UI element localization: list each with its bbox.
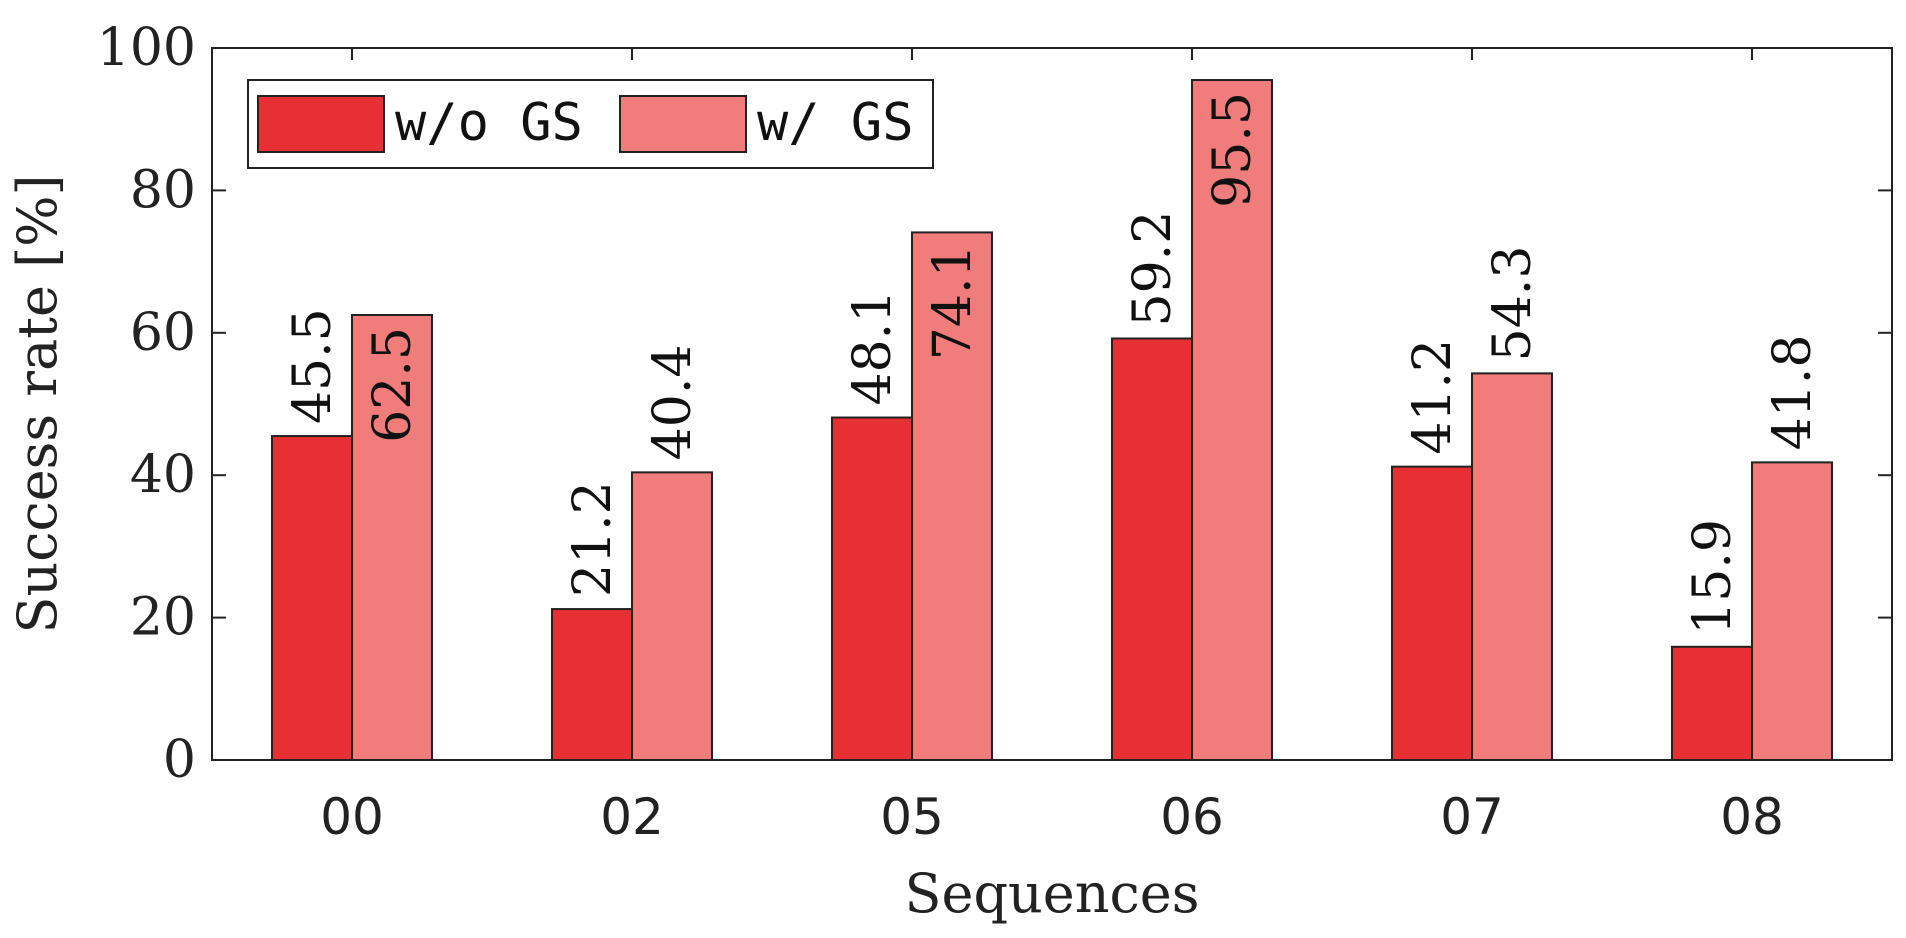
bar-with-gs-06 bbox=[1191, 79, 1273, 762]
y-tick-label: 0 bbox=[163, 730, 196, 790]
bar-without-gs-00 bbox=[271, 435, 353, 761]
bar-without-gs-06 bbox=[1111, 337, 1193, 761]
bar-value-label: 15.9 bbox=[1683, 519, 1743, 635]
bar-without-gs-05 bbox=[831, 416, 913, 761]
x-tick-label: 05 bbox=[880, 788, 944, 846]
bar-with-gs-02 bbox=[631, 471, 713, 761]
bar-value-label: 62.5 bbox=[363, 327, 423, 443]
bars-group bbox=[271, 79, 1833, 762]
y-tick-label: 40 bbox=[130, 445, 196, 505]
y-tick-label: 100 bbox=[97, 18, 196, 78]
bar-labels-group: 45.5 62.5 21.2 40.4 48.1 74.1 59.2 95.5 41.2 54.3… bbox=[283, 92, 1823, 635]
y-tick-label: 20 bbox=[130, 588, 196, 648]
x-tick-label: 08 bbox=[1720, 788, 1784, 846]
bar-with-gs-00 bbox=[351, 314, 433, 761]
bar-value-label: 45.5 bbox=[283, 308, 343, 424]
bar-value-label: 95.5 bbox=[1203, 92, 1263, 208]
bar-value-label: 40.4 bbox=[643, 345, 703, 461]
y-tick-label: 60 bbox=[130, 303, 196, 363]
x-tick-label: 02 bbox=[600, 788, 664, 846]
legend-swatch bbox=[619, 95, 747, 153]
bar-value-label: 54.3 bbox=[1483, 246, 1543, 362]
ticks-group: 00 02 05 06 07 08 0 20 40 60 80 100 bbox=[97, 18, 1892, 846]
x-axis-label: Sequences bbox=[905, 862, 1200, 925]
legend-entry-label: w/o GS bbox=[395, 93, 583, 153]
bar-with-gs-07 bbox=[1471, 372, 1553, 761]
bar-with-gs-08 bbox=[1751, 461, 1833, 761]
bar-value-label: 21.2 bbox=[563, 481, 623, 597]
y-axis-label: Success rate [%] bbox=[6, 174, 69, 633]
plot-frame bbox=[211, 47, 1893, 761]
bar-without-gs-08 bbox=[1671, 645, 1753, 761]
bar-value-label: 59.2 bbox=[1123, 211, 1183, 327]
x-tick-label: 00 bbox=[320, 788, 384, 846]
bar-with-gs-05 bbox=[911, 231, 993, 761]
x-tick-label: 06 bbox=[1160, 788, 1224, 846]
bar-value-label: 48.1 bbox=[843, 290, 903, 406]
bar-value-label: 41.8 bbox=[1763, 335, 1823, 451]
x-tick-label: 07 bbox=[1440, 788, 1504, 846]
bar-without-gs-07 bbox=[1391, 465, 1473, 761]
bar-value-label: 74.1 bbox=[923, 244, 983, 360]
legend-swatch bbox=[257, 95, 385, 153]
legend: w/o GS w/ GS bbox=[247, 79, 934, 169]
bar-without-gs-02 bbox=[551, 608, 633, 762]
y-tick-label: 80 bbox=[130, 160, 196, 220]
legend-entry-label: w/ GS bbox=[757, 93, 914, 153]
bar-value-label: 41.2 bbox=[1403, 339, 1463, 455]
